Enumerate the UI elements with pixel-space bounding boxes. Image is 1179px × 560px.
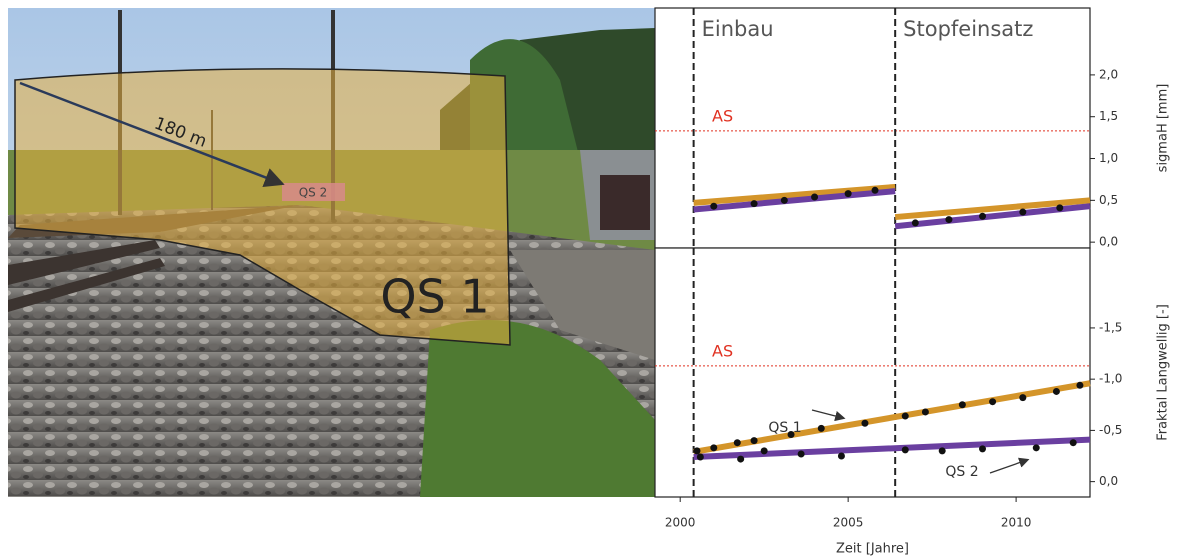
- data-point: [798, 450, 805, 457]
- y-tick-label: 0,0: [1099, 235, 1118, 249]
- data-point: [979, 445, 986, 452]
- data-point: [710, 203, 717, 210]
- data-point: [902, 413, 909, 420]
- data-point: [751, 200, 758, 207]
- y-tick-label: -1,0: [1099, 372, 1122, 386]
- data-point: [945, 216, 952, 223]
- data-point: [872, 187, 879, 194]
- event-label: Einbau: [702, 17, 774, 41]
- data-point: [861, 420, 868, 427]
- page: 180 m QS 2 QS 1 0,0 0,5 1,0 1,5 2,0 sigmaH [m…: [0, 0, 1179, 560]
- x-tick-label: 2000: [665, 516, 696, 530]
- data-point: [1033, 444, 1040, 451]
- y-tick-label: 1,0: [1099, 151, 1118, 165]
- y-tick-label: 0,5: [1099, 193, 1118, 207]
- data-point: [697, 454, 704, 461]
- data-point: [922, 408, 929, 415]
- y-axis-label: sigmaH [mm]: [1156, 84, 1171, 173]
- data-point: [710, 444, 717, 451]
- y-tick-label: 1,5: [1099, 109, 1118, 123]
- data-point: [811, 193, 818, 200]
- series-label: QS 1: [768, 420, 801, 436]
- data-point: [838, 453, 845, 460]
- data-point: [1056, 204, 1063, 211]
- event-label: Stopfeinsatz: [903, 17, 1033, 41]
- x-tick-label: 2005: [833, 516, 864, 530]
- y-tick-label: 0,0: [1099, 474, 1118, 488]
- section-label: QS 2: [299, 186, 328, 200]
- threshold-label: AS: [712, 106, 733, 125]
- series-label: QS 2: [945, 464, 978, 480]
- data-point: [1053, 388, 1060, 395]
- figure: 180 m QS 2 QS 1 0,0 0,5 1,0 1,5 2,0 sigmaH [m…: [0, 0, 1179, 560]
- threshold-label: AS: [712, 341, 733, 360]
- data-point: [912, 219, 919, 226]
- data-point: [1076, 382, 1083, 389]
- y-tick-label: -1,5: [1099, 320, 1122, 334]
- data-point: [761, 447, 768, 454]
- data-point: [737, 456, 744, 463]
- data-point: [902, 446, 909, 453]
- x-tick-label: 2010: [1001, 516, 1032, 530]
- y-axis-label: Fraktal Langwellig [-]: [1156, 304, 1171, 441]
- data-point: [989, 398, 996, 405]
- data-point: [693, 447, 700, 454]
- y-tick-label: 2,0: [1099, 67, 1118, 81]
- data-point: [1019, 394, 1026, 401]
- data-point: [959, 401, 966, 408]
- data-point: [734, 439, 741, 446]
- plot-area: [655, 248, 1090, 497]
- data-point: [845, 190, 852, 197]
- data-point: [751, 437, 758, 444]
- x-axis-label: Zeit [Jahre]: [836, 542, 909, 557]
- data-point: [1019, 209, 1026, 216]
- data-point: [1070, 439, 1077, 446]
- data-point: [781, 197, 788, 204]
- y-tick-label: -0,5: [1099, 423, 1122, 437]
- photo: 180 m QS 2 QS 1: [8, 8, 655, 497]
- data-point: [818, 425, 825, 432]
- data-point: [979, 213, 986, 220]
- data-point: [939, 447, 946, 454]
- section-label: QS 1: [380, 270, 489, 324]
